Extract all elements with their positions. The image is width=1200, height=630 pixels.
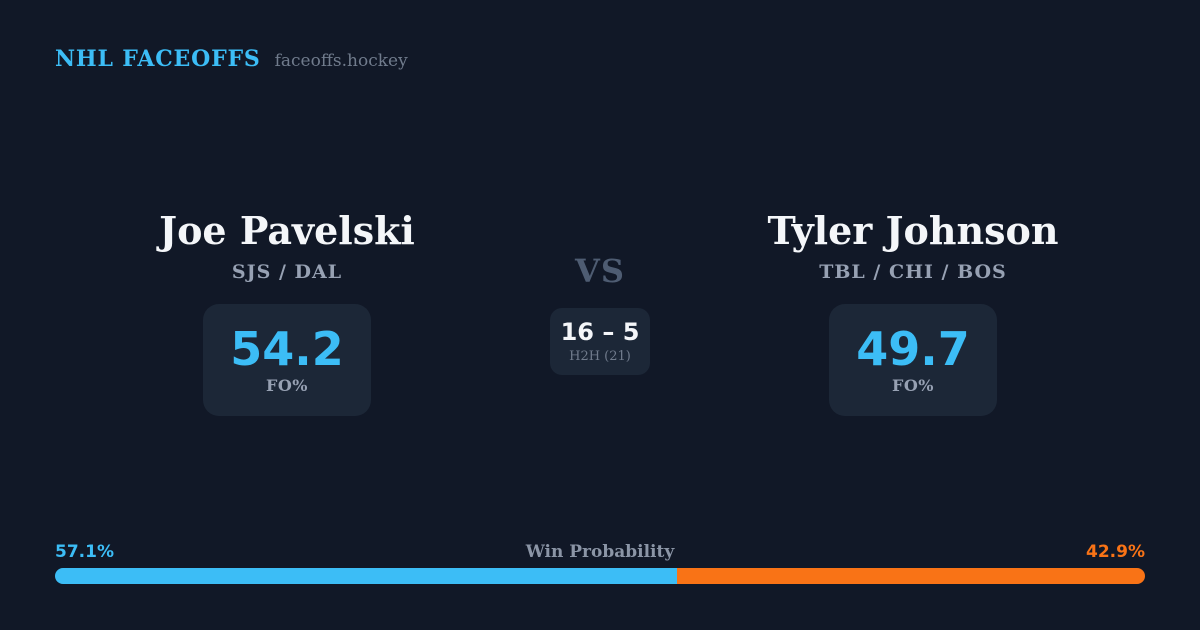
player-right-fo-value: 49.7 (856, 321, 970, 376)
win-probability-left-pct: 57.1% (55, 542, 114, 562)
h2h-card: 16 – 5 H2H (21) (550, 308, 650, 375)
player-right-fo-card: 49.7 FO% (829, 304, 997, 416)
h2h-label: H2H (21) (569, 348, 631, 364)
player-right-name: Tyler Johnson (767, 208, 1059, 253)
vs-label: VS (575, 252, 625, 290)
player-left-fo-card: 54.2 FO% (203, 304, 371, 416)
player-left-column: Joe Pavelski SJS / DAL 54.2 FO% (87, 208, 487, 416)
h2h-score: 16 – 5 (560, 318, 640, 347)
win-bar-right-segment (677, 568, 1145, 584)
vs-column: VS 16 – 5 H2H (21) (500, 252, 700, 375)
player-right-teams: TBL / CHI / BOS (819, 261, 1007, 283)
win-probability-bar (55, 568, 1145, 584)
brand-logo-text: NHL FACEOFFS (55, 46, 261, 72)
win-bar-left-segment (55, 568, 678, 584)
win-probability-labels: 57.1% Win Probability 42.9% (55, 541, 1145, 563)
player-right-column: Tyler Johnson TBL / CHI / BOS 49.7 FO% (713, 208, 1113, 416)
site-url-text: faceoffs.hockey (274, 51, 408, 71)
win-probability-title: Win Probability (525, 542, 675, 562)
player-right-fo-label: FO% (892, 375, 934, 395)
player-left-fo-label: FO% (266, 375, 308, 395)
win-probability-right-pct: 42.9% (1086, 542, 1145, 562)
header: NHL FACEOFFS faceoffs.hockey (55, 46, 408, 72)
player-left-teams: SJS / DAL (231, 261, 343, 283)
player-left-name: Joe Pavelski (159, 208, 415, 253)
player-left-fo-value: 54.2 (230, 321, 344, 376)
